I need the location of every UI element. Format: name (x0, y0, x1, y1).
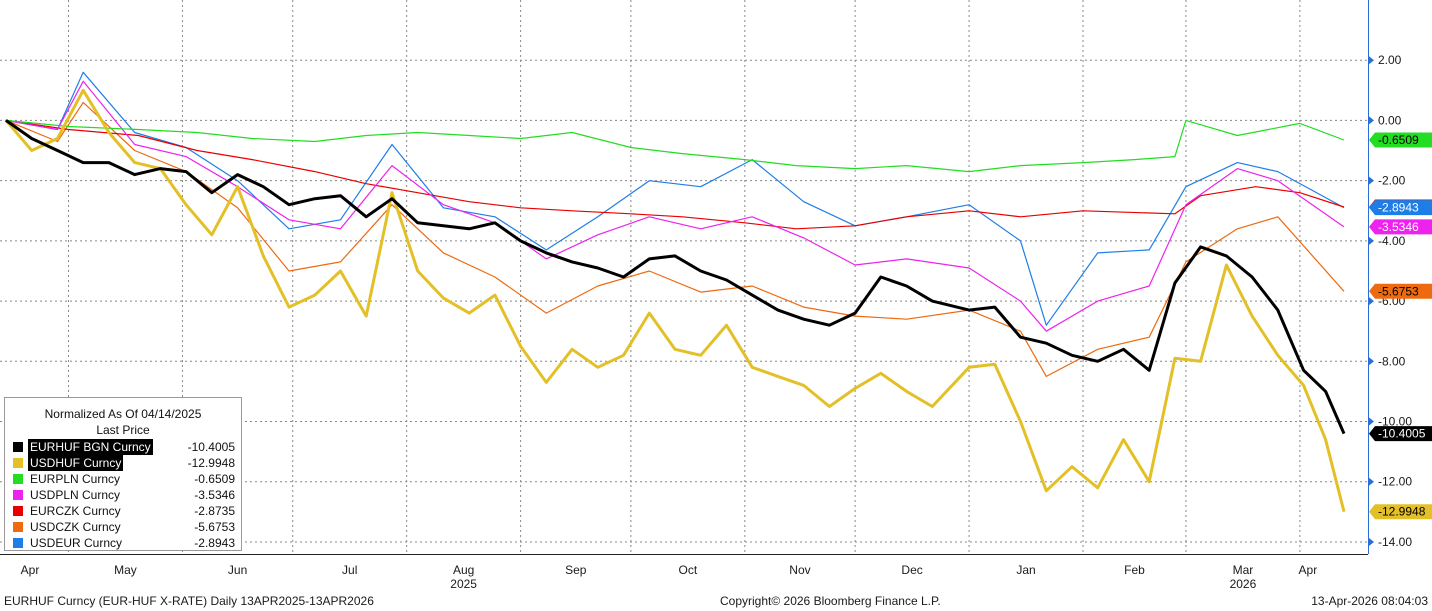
x-tick-label: Nov (789, 563, 810, 577)
legend-last-price: -2.8735 (194, 504, 235, 518)
last-value-tag: -10.4005 (1369, 426, 1432, 442)
series-line (5, 119, 1345, 230)
x-axis: Apr May Jun Jul Aug Sep Oct Nov Dec Jan Feb Mar Apr 2… (0, 554, 1368, 591)
legend-swatch (13, 442, 23, 452)
x-tick-label: Dec (901, 563, 922, 577)
y-tick-label: -14.00 (1378, 535, 1412, 549)
series-line (5, 119, 1345, 173)
y-tick-mark (1369, 56, 1374, 65)
last-value-tag-label: -0.6509 (1378, 133, 1419, 147)
last-value-tag-bg (1369, 426, 1432, 442)
x-tick-label: Oct (679, 563, 698, 577)
legend-row: USDCZK Curncy -5.6753 (13, 519, 239, 535)
legend-last-price: -3.5346 (194, 488, 235, 502)
legend-last-price: -12.9948 (187, 456, 235, 470)
y-tick-mark (1369, 357, 1374, 366)
footer-copyright: Copyright© 2026 Bloomberg Finance L.P. (720, 594, 941, 608)
x-tick-label: Mar (1233, 563, 1254, 577)
legend-swatch (13, 506, 23, 516)
legend: Normalized As Of 04/14/2025 Last Price E… (4, 397, 242, 551)
legend-swatch (13, 538, 23, 548)
y-tick-label: 2.00 (1378, 53, 1402, 67)
y-tick-mark (1369, 297, 1374, 306)
series-line (5, 119, 1346, 435)
last-value-tag: -2.8943 (1369, 200, 1432, 216)
legend-swatch (13, 458, 23, 468)
y-tick-mark (1369, 537, 1374, 546)
series-line (4, 88, 1346, 513)
x-tick-label: Jun (228, 563, 247, 577)
x-tick-label: May (114, 563, 137, 577)
legend-series-name: USDEUR Curncy (30, 536, 123, 550)
x-tick-label: Sep (565, 563, 587, 577)
last-value-tag: -12.9948 (1369, 504, 1432, 520)
last-value-tag-label: -3.5346 (1378, 220, 1419, 234)
legend-series-name: EURPLN Curncy (30, 472, 121, 486)
legend-swatch (13, 474, 23, 484)
x-year-label: 2026 (1230, 577, 1257, 591)
legend-series-name: EURCZK Curncy (30, 504, 121, 518)
legend-swatch (13, 490, 23, 500)
x-tick-label: Jul (342, 563, 357, 577)
footer-timestamp: 13-Apr-2026 08:04:03 (1311, 594, 1428, 608)
y-tick-label: -8.00 (1378, 354, 1406, 368)
y-tick-label: 0.00 (1378, 113, 1402, 127)
legend-series-name: USDCZK Curncy (30, 520, 121, 534)
last-value-tags: -10.4005-12.9948-0.6509-3.5346-2.8735-5.… (1369, 132, 1432, 520)
y-tick-label: -2.00 (1378, 174, 1406, 188)
last-value-tag-label: -2.8943 (1378, 201, 1419, 215)
footer-security-description: EURHUF Curncy (EUR-HUF X-RATE) Daily 13A… (4, 594, 374, 608)
last-value-tag-bg (1369, 219, 1432, 235)
legend-row: USDHUF Curncy -12.9948 (13, 455, 239, 471)
legend-row: EURCZK Curncy -2.8735 (13, 503, 239, 519)
legend-last-price: -0.6509 (194, 472, 235, 486)
series-line (5, 80, 1345, 332)
x-year-label: 2025 (450, 577, 477, 591)
legend-row: EURHUF BGN Curncy -10.4005 (13, 439, 239, 455)
x-tick-label: Apr (1299, 563, 1318, 577)
y-tick-label: -12.00 (1378, 475, 1412, 489)
x-tick-label: Aug (453, 563, 474, 577)
legend-series-name: USDHUF Curncy (28, 455, 124, 471)
last-value-tag: -3.5346 (1369, 219, 1432, 235)
last-value-tag-bg (1369, 504, 1432, 520)
y-axis: 2.000.00-2.00-4.00-6.00-8.00-10.00-12.00… (1368, 0, 1412, 554)
legend-last-price: -10.4005 (187, 440, 235, 454)
y-tick-label: -10.00 (1378, 415, 1412, 429)
legend-swatch (13, 522, 23, 532)
x-tick-label: Jan (1016, 563, 1035, 577)
legend-subheader: Last Price (96, 423, 150, 437)
legend-header: Normalized As Of 04/14/2025 (44, 407, 202, 421)
last-value-tag: -0.6509 (1369, 132, 1432, 148)
y-tick-mark (1369, 477, 1374, 486)
chart-area: Apr May Jun Jul Aug Sep Oct Nov Dec Jan Feb Mar Apr 2… (0, 0, 1432, 591)
legend-series-name: EURHUF BGN Curncy (28, 439, 153, 455)
legend-row: USDEUR Curncy -2.8943 (13, 535, 239, 551)
y-tick-mark (1369, 417, 1374, 426)
series-line (5, 101, 1345, 377)
last-value-tag-bg (1369, 200, 1432, 216)
x-tick-label: Apr (21, 563, 40, 577)
legend-last-price: -2.8943 (194, 536, 235, 550)
y-tick-label: -4.00 (1378, 234, 1406, 248)
y-tick-mark (1369, 176, 1374, 185)
last-value-tag-label: -5.6753 (1378, 284, 1419, 298)
legend-last-price: -5.6753 (194, 520, 235, 534)
last-value-tag-label: -10.4005 (1378, 427, 1426, 441)
y-tick-mark (1369, 116, 1374, 125)
legend-series-name: USDPLN Curncy (30, 488, 121, 502)
y-tick-mark (1369, 236, 1374, 245)
series-lines (4, 71, 1346, 513)
legend-row: EURPLN Curncy -0.6509 (13, 471, 239, 487)
last-value-tag-bg (1369, 283, 1432, 299)
x-tick-label: Feb (1124, 563, 1145, 577)
last-value-tag: -5.6753 (1369, 283, 1432, 299)
last-value-tag-label: -12.9948 (1378, 505, 1426, 519)
legend-row: USDPLN Curncy -3.5346 (13, 487, 239, 503)
series-line (5, 71, 1345, 326)
last-value-tag-bg (1369, 132, 1432, 148)
